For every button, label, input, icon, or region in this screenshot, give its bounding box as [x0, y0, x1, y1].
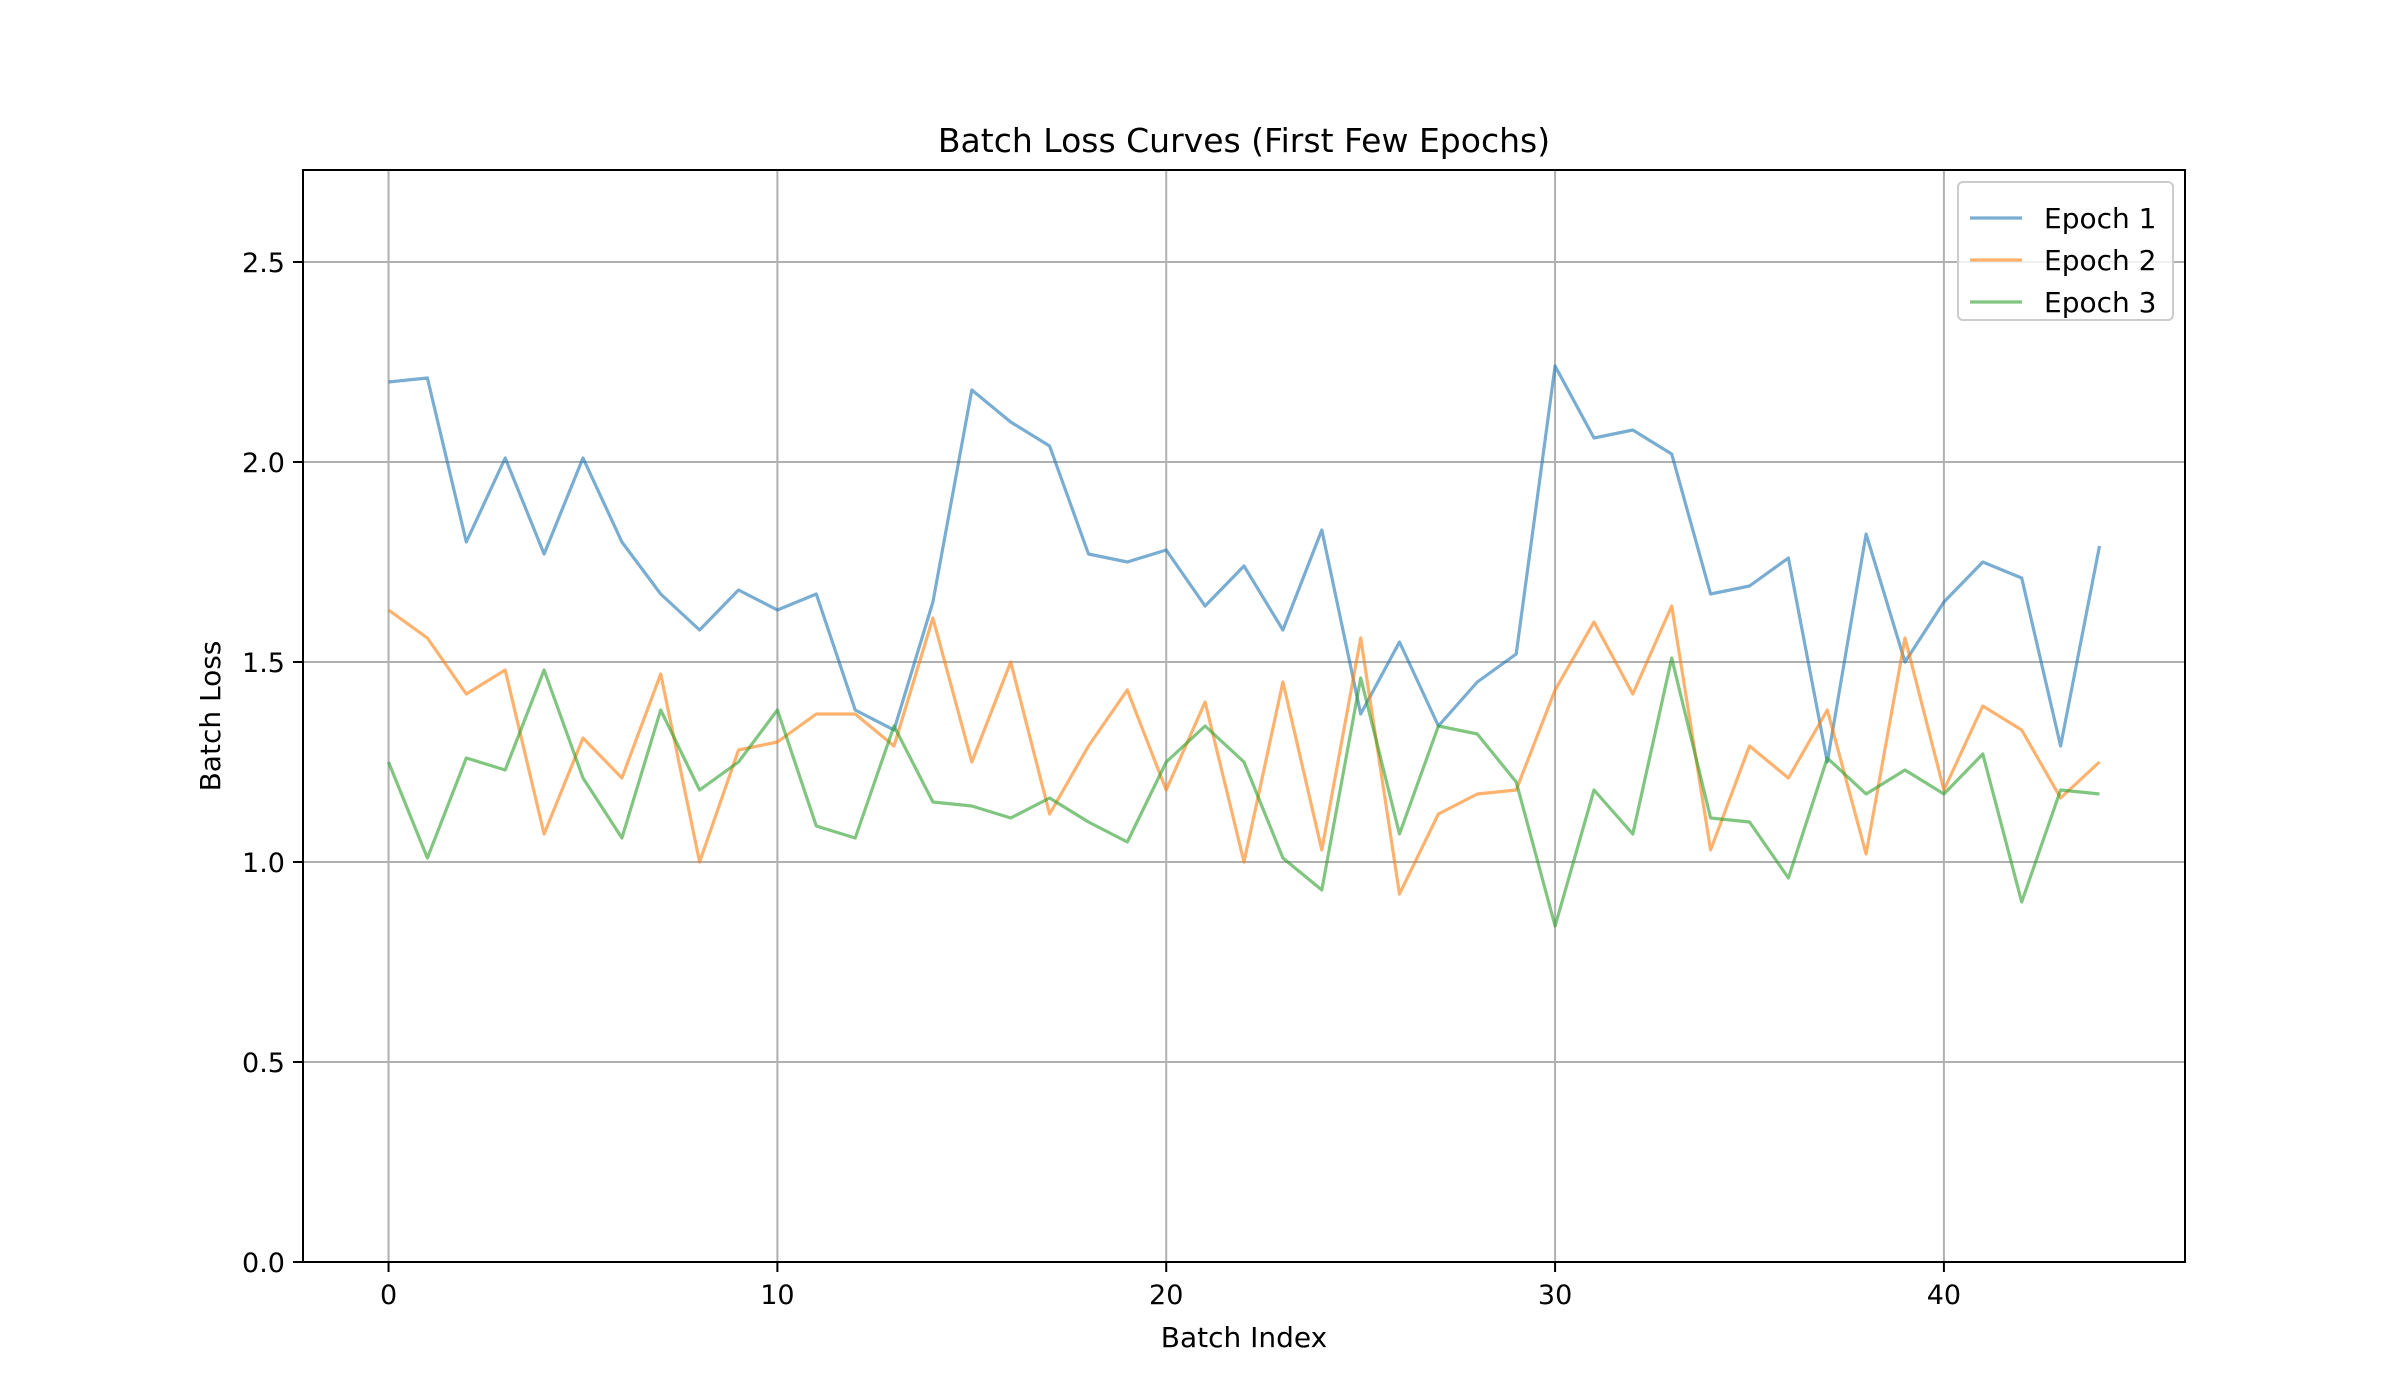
legend-entry-label: Epoch 3	[2044, 286, 2156, 319]
series-line-epoch-3	[387, 656, 2100, 928]
x-tick-label: 20	[1149, 1280, 1183, 1311]
x-tick-label: 10	[760, 1280, 794, 1311]
plot-frame	[302, 169, 2186, 1263]
grid	[303, 170, 2185, 1263]
legend-entry-label: Epoch 2	[2044, 244, 2156, 277]
x-tick-label: 30	[1538, 1280, 1572, 1311]
y-axis-label: Batch Loss	[194, 641, 227, 792]
legend-entry-label: Epoch 1	[2044, 202, 2156, 235]
series-lines	[387, 364, 2102, 928]
chart-title: Batch Loss Curves (First Few Epochs)	[938, 121, 1550, 160]
x-axis-label: Batch Index	[1161, 1321, 1327, 1354]
y-tick-label: 1.5	[242, 648, 285, 679]
x-tick-label: 0	[380, 1280, 397, 1311]
legend: Epoch 1 Epoch 2 Epoch 3	[1957, 181, 2174, 321]
x-axis-ticks: 0 10 20 30 40	[380, 1262, 1961, 1311]
y-tick-label: 0.5	[242, 1048, 285, 1079]
y-tick-label: 0.0	[242, 1248, 285, 1279]
y-tick-label: 2.0	[242, 448, 285, 479]
y-tick-label: 1.0	[242, 848, 285, 879]
y-axis-ticks: 0.0 0.5 1.0 1.5 2.0 2.5	[242, 248, 303, 1279]
y-tick-label: 2.5	[242, 248, 285, 279]
series-line-epoch-1	[388, 364, 2102, 764]
x-tick-label: 40	[1927, 1280, 1961, 1311]
